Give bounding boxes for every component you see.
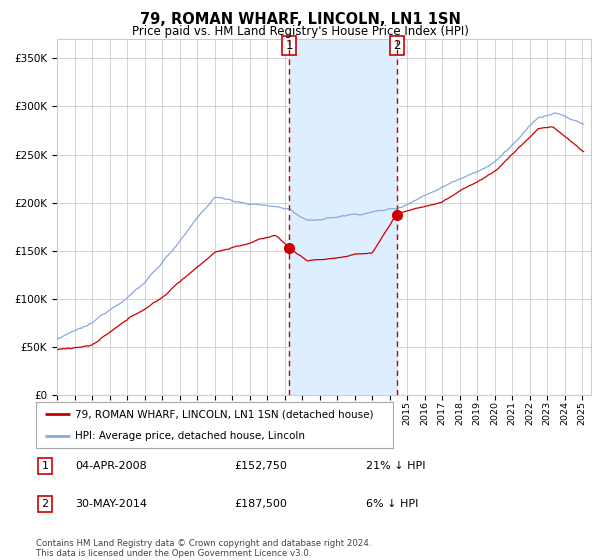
Bar: [289, 39, 397, 395]
Text: £152,750: £152,750: [234, 461, 287, 471]
Text: 79, ROMAN WHARF, LINCOLN, LN1 1SN (detached house): 79, ROMAN WHARF, LINCOLN, LN1 1SN (detac…: [75, 409, 374, 419]
Text: 04-APR-2008: 04-APR-2008: [75, 461, 147, 471]
Text: 21% ↓ HPI: 21% ↓ HPI: [366, 461, 425, 471]
Text: 30-MAY-2014: 30-MAY-2014: [75, 499, 147, 509]
Text: 2: 2: [41, 499, 49, 509]
Text: £187,500: £187,500: [234, 499, 287, 509]
Text: Price paid vs. HM Land Registry's House Price Index (HPI): Price paid vs. HM Land Registry's House …: [131, 25, 469, 38]
Text: HPI: Average price, detached house, Lincoln: HPI: Average price, detached house, Linc…: [75, 431, 305, 441]
Text: 1: 1: [41, 461, 49, 471]
Text: 1: 1: [285, 39, 293, 52]
Text: 79, ROMAN WHARF, LINCOLN, LN1 1SN: 79, ROMAN WHARF, LINCOLN, LN1 1SN: [140, 12, 460, 27]
Text: Contains HM Land Registry data © Crown copyright and database right 2024.
This d: Contains HM Land Registry data © Crown c…: [36, 539, 371, 558]
Text: 2: 2: [393, 39, 401, 52]
Text: 6% ↓ HPI: 6% ↓ HPI: [366, 499, 418, 509]
